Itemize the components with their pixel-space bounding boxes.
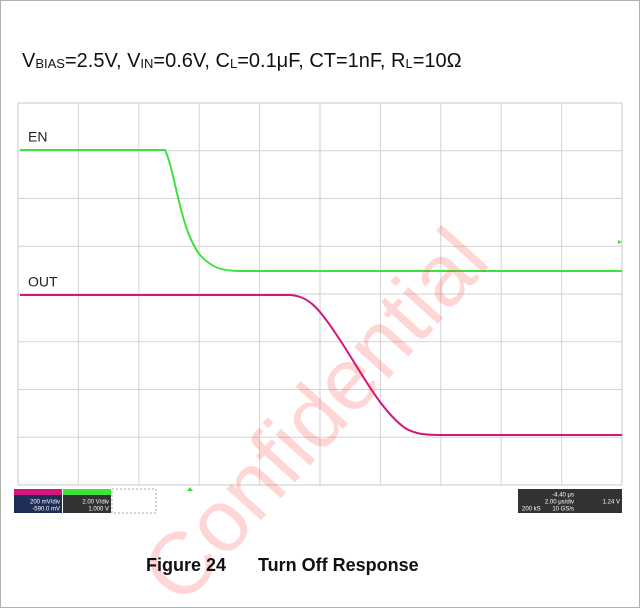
readout: 200 kS xyxy=(522,507,541,513)
caption-number: Figure 24 xyxy=(146,555,226,575)
caption-text: Turn Off Response xyxy=(258,555,419,575)
readout: 2.00 V/div xyxy=(82,500,109,506)
readout: 200 mV/div xyxy=(30,500,60,506)
figure: VBIAS=2.5V, VIN=0.6V, CL=0.1μF, CT=1nF, … xyxy=(0,0,640,608)
readout: 10 GS/s xyxy=(552,507,574,513)
readout: 1.24 V xyxy=(603,500,620,506)
out-label: OUT xyxy=(28,274,58,290)
readout: 1.000 V xyxy=(88,507,109,513)
readout: -4.40 μs xyxy=(552,493,574,499)
en-label: EN xyxy=(28,129,47,145)
figure-title: VBIAS=2.5V, VIN=0.6V, CL=0.1μF, CT=1nF, … xyxy=(22,50,462,72)
readout: -590.0 mV xyxy=(32,507,60,513)
readout: 2.00 μs/div xyxy=(545,500,574,506)
